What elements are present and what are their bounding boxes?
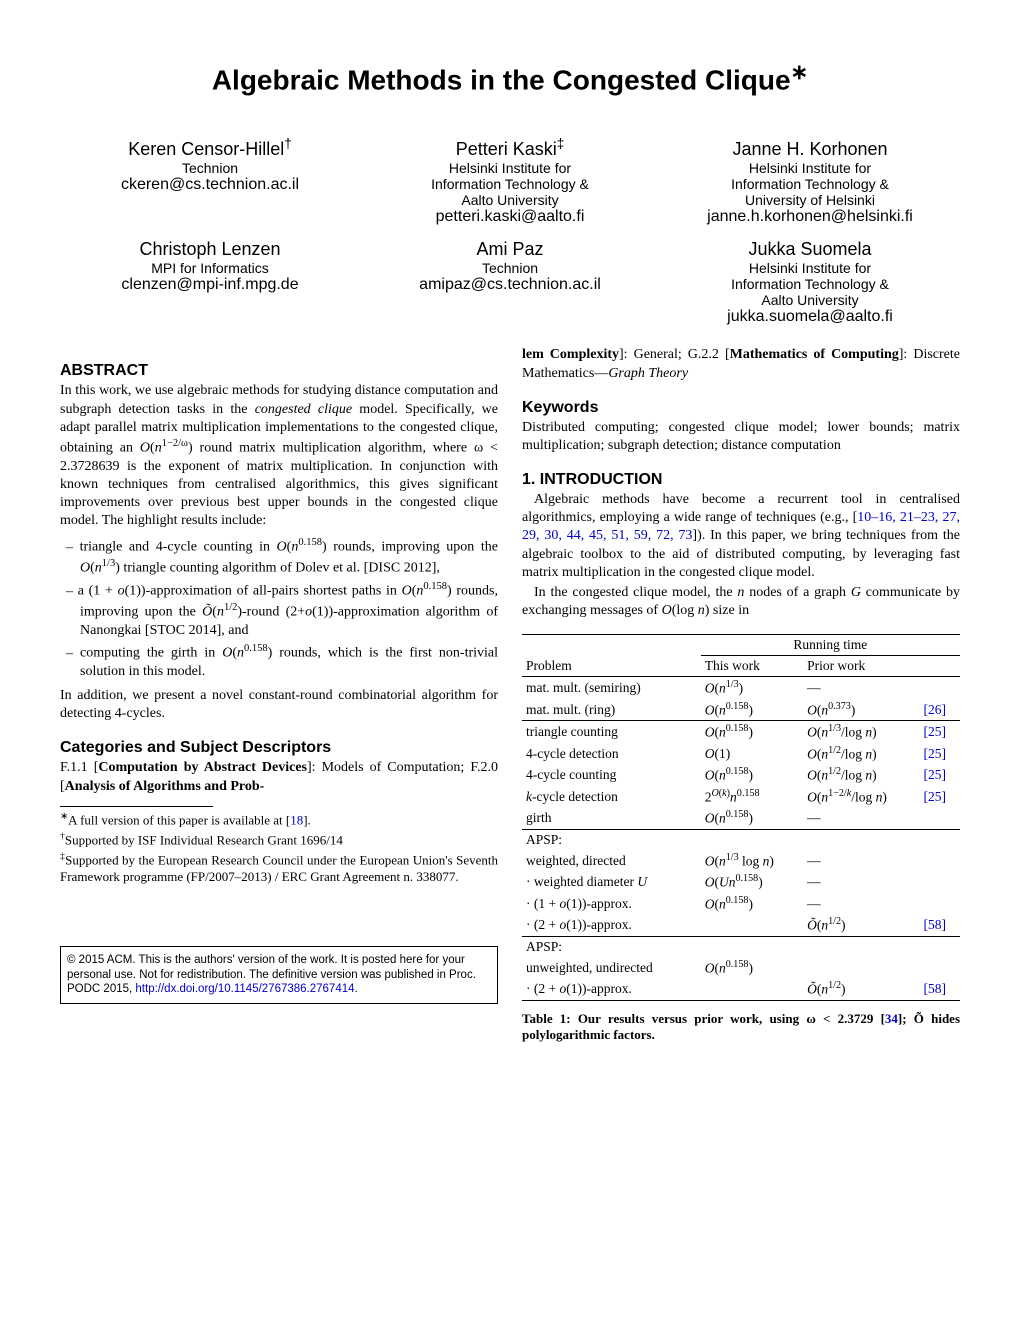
- citation-link[interactable]: [25]: [920, 764, 960, 786]
- author: Ami Paz Technion amipaz@cs.technion.ac.i…: [360, 236, 660, 326]
- table-caption: Table 1: Our results versus prior work, …: [522, 1011, 960, 1043]
- citation-link[interactable]: [25]: [920, 743, 960, 765]
- footnote-ddagger: ‡Supported by the European Research Coun…: [60, 851, 498, 886]
- citation-link[interactable]: [58]: [920, 978, 960, 1000]
- bullet-item: computing the girth in O(n0.158) rounds,…: [80, 642, 498, 681]
- categories-text: F.1.1 [Computation by Abstract Devices]:…: [60, 759, 498, 795]
- left-column: ABSTRACT In this work, we use algebraic …: [60, 346, 498, 1043]
- author: Petteri Kaski‡ Helsinki Institute for In…: [360, 136, 660, 226]
- intro-heading: 1. INTRODUCTION: [522, 471, 960, 489]
- author: Christoph Lenzen MPI for Informatics cle…: [60, 236, 360, 326]
- copyright-box: © 2015 ACM. This is the authors' version…: [60, 946, 498, 1003]
- authors-row-1: Keren Censor-Hillel† Technion ckeren@cs.…: [60, 136, 960, 226]
- authors-row-2: Christoph Lenzen MPI for Informatics cle…: [60, 236, 960, 326]
- abstract-text: In this work, we use algebraic methods f…: [60, 382, 498, 530]
- footnote-star: ∗A full version of this paper is availab…: [60, 811, 498, 829]
- keywords-text: Distributed computing; congested clique …: [522, 419, 960, 455]
- keywords-heading: Keywords: [522, 399, 960, 417]
- citation-link[interactable]: [58]: [920, 914, 960, 936]
- abstract-text-2: In addition, we present a novel constant…: [60, 687, 498, 723]
- citation-link[interactable]: [26]: [920, 699, 960, 721]
- author: Janne H. Korhonen Helsinki Institute for…: [660, 136, 960, 226]
- author: Keren Censor-Hillel† Technion ckeren@cs.…: [60, 136, 360, 226]
- intro-p1: Algebraic methods have become a recurren…: [522, 491, 960, 582]
- footnote-dagger: †Supported by ISF Individual Research Gr…: [60, 831, 498, 849]
- bullet-item: triangle and 4-cycle counting in O(n0.15…: [80, 536, 498, 578]
- author: Jukka Suomela Helsinki Institute for Inf…: [660, 236, 960, 326]
- abstract-heading: ABSTRACT: [60, 362, 498, 380]
- citation-link[interactable]: [25]: [920, 786, 960, 808]
- citation-link[interactable]: 34: [885, 1011, 898, 1026]
- citation-link[interactable]: 18: [290, 812, 303, 827]
- doi-link[interactable]: http://dx.doi.org/10.1145/2767386.276741…: [135, 983, 354, 995]
- paper-title: Algebraic Methods in the Congested Cliqu…: [60, 60, 960, 96]
- citation-link[interactable]: [25]: [920, 721, 960, 743]
- results-table: Running time ProblemThis workPrior work …: [522, 634, 960, 1001]
- right-column: lem Complexity]: General; G.2.2 [Mathema…: [522, 346, 960, 1043]
- categories-text-cont: lem Complexity]: General; G.2.2 [Mathema…: [522, 346, 960, 382]
- intro-p2: In the congested clique model, the n nod…: [522, 584, 960, 620]
- categories-heading: Categories and Subject Descriptors: [60, 739, 498, 757]
- bullet-item: a (1 + o(1))-approximation of all-pairs …: [80, 580, 498, 640]
- bullet-list: triangle and 4-cycle counting in O(n0.15…: [60, 536, 498, 681]
